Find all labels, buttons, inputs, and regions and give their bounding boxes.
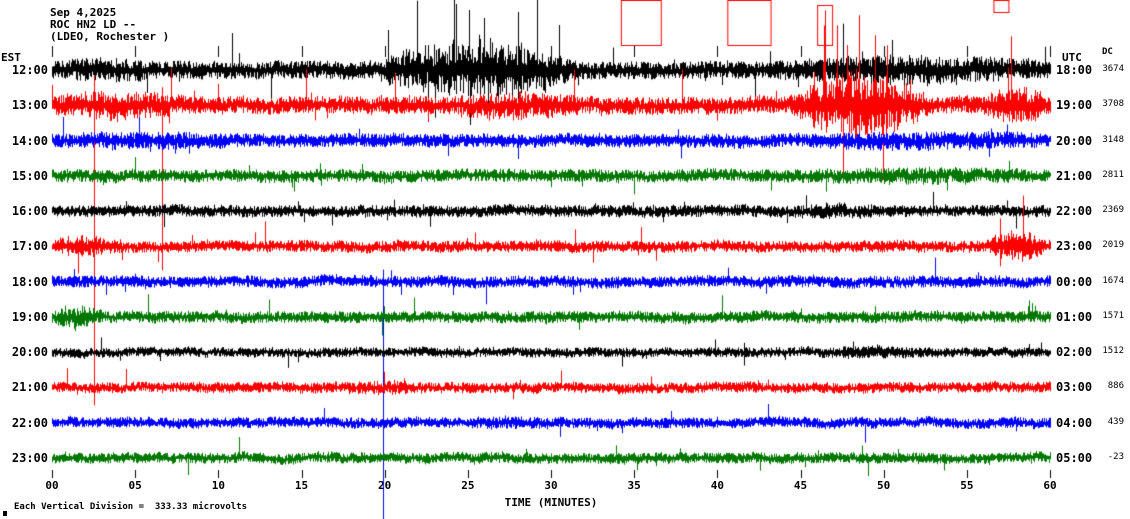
- est-hour-label: 17:00: [11, 239, 48, 254]
- dc-value: 3674: [1102, 64, 1124, 74]
- est-hour-label: 22:00: [11, 415, 48, 430]
- est-hour-label: 16:00: [11, 204, 48, 219]
- scale-note: Each Vertical Division = 333.33 microvol…: [14, 502, 247, 512]
- x-tick-label: 00: [45, 479, 59, 492]
- x-tick-label: 15: [294, 479, 309, 492]
- x-tick-label: 45: [793, 479, 808, 492]
- est-hour-label: 18:00: [11, 274, 48, 289]
- dc-value: 2019: [1102, 240, 1124, 251]
- x-tick-label: 55: [960, 479, 974, 492]
- x-tick-label: 60: [1043, 479, 1057, 492]
- x-tick-label: 40: [710, 479, 724, 492]
- x-tick-label: 20: [378, 479, 392, 492]
- est-hour-label: 13:00: [11, 98, 48, 113]
- x-tick-label: 10: [211, 479, 225, 492]
- dc-value: 1674: [1102, 275, 1124, 286]
- dc-value: 1512: [1102, 346, 1124, 357]
- x-tick-label: 30: [544, 479, 558, 492]
- est-hour-label: 19:00: [11, 309, 48, 324]
- dc-value: 3708: [1102, 99, 1124, 110]
- dc-value: -23: [1107, 452, 1124, 462]
- est-hour-label: 23:00: [11, 451, 48, 465]
- est-hour-label: 20:00: [11, 345, 48, 360]
- x-axis-title: TIME (MINUTES): [504, 496, 598, 509]
- dc-value: 439: [1107, 416, 1124, 427]
- scale-marker-icon: [3, 511, 7, 516]
- est-hour-label: 21:00: [11, 380, 48, 395]
- x-tick-label: 50: [877, 479, 891, 492]
- dc-value: 2369: [1102, 205, 1124, 216]
- est-hour-label: 14:00: [11, 133, 48, 148]
- x-tick-label: 05: [128, 479, 142, 492]
- x-tick-label: 25: [461, 479, 475, 492]
- est-hour-label: 12:00: [11, 63, 48, 77]
- est-hour-label: 15:00: [11, 168, 48, 183]
- dc-value: 2811: [1102, 169, 1124, 180]
- dc-value: 1571: [1102, 310, 1124, 321]
- dc-value: 886: [1107, 381, 1124, 392]
- x-tick-label: 35: [627, 479, 641, 492]
- dc-value: 3148: [1102, 134, 1124, 145]
